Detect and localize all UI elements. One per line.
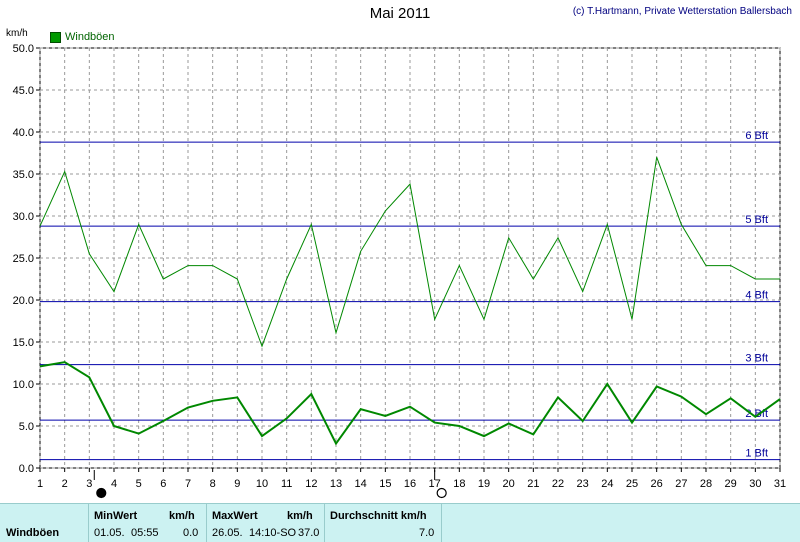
x-tick-label: 7: [185, 478, 191, 490]
beaufort-label: 1 Bft: [745, 448, 768, 460]
page-title: Mai 2011: [369, 5, 431, 22]
x-tick-label: 19: [478, 478, 490, 490]
avg-header: Durchschnitt km/h: [330, 510, 427, 522]
max-time: 14:10-SO: [249, 527, 297, 539]
stats-row-label: Windböen: [6, 527, 60, 539]
gust-series-line: [39, 157, 780, 348]
x-tick-label: 18: [453, 478, 465, 490]
x-tick-label: 25: [626, 478, 638, 490]
min-cell: MinWert km/h 01.05. 05:55 0.0: [88, 504, 206, 542]
credit-text: (c) T.Hartmann, Private Wetterstation Ba…: [572, 6, 792, 17]
y-unit-label: km/h: [6, 28, 28, 39]
x-tick-label: 22: [552, 478, 564, 490]
beaufort-label: 5 Bft: [745, 214, 768, 226]
x-tick-label: 16: [404, 478, 416, 490]
min-date: 01.05.: [94, 527, 125, 539]
x-tick-label: 11: [281, 478, 292, 490]
y-tick-label: 40.0: [13, 127, 34, 139]
x-tick-label: 8: [210, 478, 216, 490]
beaufort-label: 4 Bft: [745, 290, 768, 302]
x-tick-label: 28: [700, 478, 712, 490]
y-tick-label: 35.0: [13, 169, 34, 181]
y-tick-label: 45.0: [13, 85, 34, 97]
max-value: 37.0: [298, 527, 320, 539]
y-tick-label: 0.0: [19, 463, 34, 475]
min-time: 05:55: [131, 527, 159, 539]
x-tick-label: 14: [355, 478, 367, 490]
x-tick-label: 24: [601, 478, 613, 490]
legend: Windböen: [50, 31, 115, 43]
max-header: MaxWert: [212, 510, 258, 522]
avg-value: 7.0: [419, 527, 435, 539]
x-tick-label: 27: [675, 478, 687, 490]
x-tick-label: 17: [429, 478, 441, 490]
y-tick-label: 10.0: [13, 379, 34, 391]
y-tick-label: 20.0: [13, 295, 34, 307]
x-tick-label: 21: [527, 478, 539, 490]
max-unit: km/h: [287, 510, 313, 522]
legend-label: Windböen: [65, 31, 115, 43]
x-tick-label: 6: [160, 478, 166, 490]
beaufort-label: 3 Bft: [745, 353, 768, 365]
y-tick-label: 50.0: [13, 43, 34, 55]
chart-area: 0.0 5.0 10.0 15.0 20.0 25.0 30.0 35.0 40.0 45.0 50…: [13, 43, 786, 499]
max-cell: MaxWert km/h 26.05. 14:10-SO 37.0: [206, 504, 324, 542]
x-tick-label: 9: [234, 478, 240, 490]
y-tick-label: 25.0: [13, 253, 34, 265]
x-tick-label: 26: [651, 478, 663, 490]
x-tick-label: 23: [577, 478, 589, 490]
x-tick-label: 13: [330, 478, 342, 490]
x-tick-label: 5: [136, 478, 142, 490]
x-tick-label: 12: [305, 478, 317, 490]
x-tick-label: 4: [111, 478, 117, 490]
x-tick-label: 1: [37, 478, 43, 490]
x-tick-label: 3: [86, 478, 92, 490]
x-tick-label: 29: [725, 478, 737, 490]
min-unit: km/h: [169, 510, 195, 522]
mean-series-line: [39, 361, 781, 446]
y-tick-label: 30.0: [13, 211, 34, 223]
avg-cell: Durchschnitt km/h 7.0: [324, 504, 442, 542]
min-header: MinWert: [94, 510, 138, 522]
x-tick-label: 31: [774, 478, 786, 490]
x-tick-label: 15: [379, 478, 391, 490]
x-tick-label: 2: [62, 478, 68, 490]
y-tick-label: 15.0: [13, 337, 34, 349]
beaufort-label: 6 Bft: [745, 130, 768, 142]
min-value: 0.0: [183, 527, 199, 539]
max-date: 26.05.: [212, 527, 243, 539]
legend-swatch: [50, 31, 61, 43]
x-tick-label: 20: [503, 478, 515, 490]
full-moon-icon: [436, 487, 447, 499]
new-moon-icon: [96, 487, 107, 499]
stats-panel: Windböen MinWert km/h 01.05. 05:55 0.0 M…: [0, 503, 800, 542]
x-tick-label: 10: [256, 478, 268, 490]
x-tick-label: 30: [749, 478, 761, 490]
y-tick-label: 5.0: [19, 421, 34, 433]
